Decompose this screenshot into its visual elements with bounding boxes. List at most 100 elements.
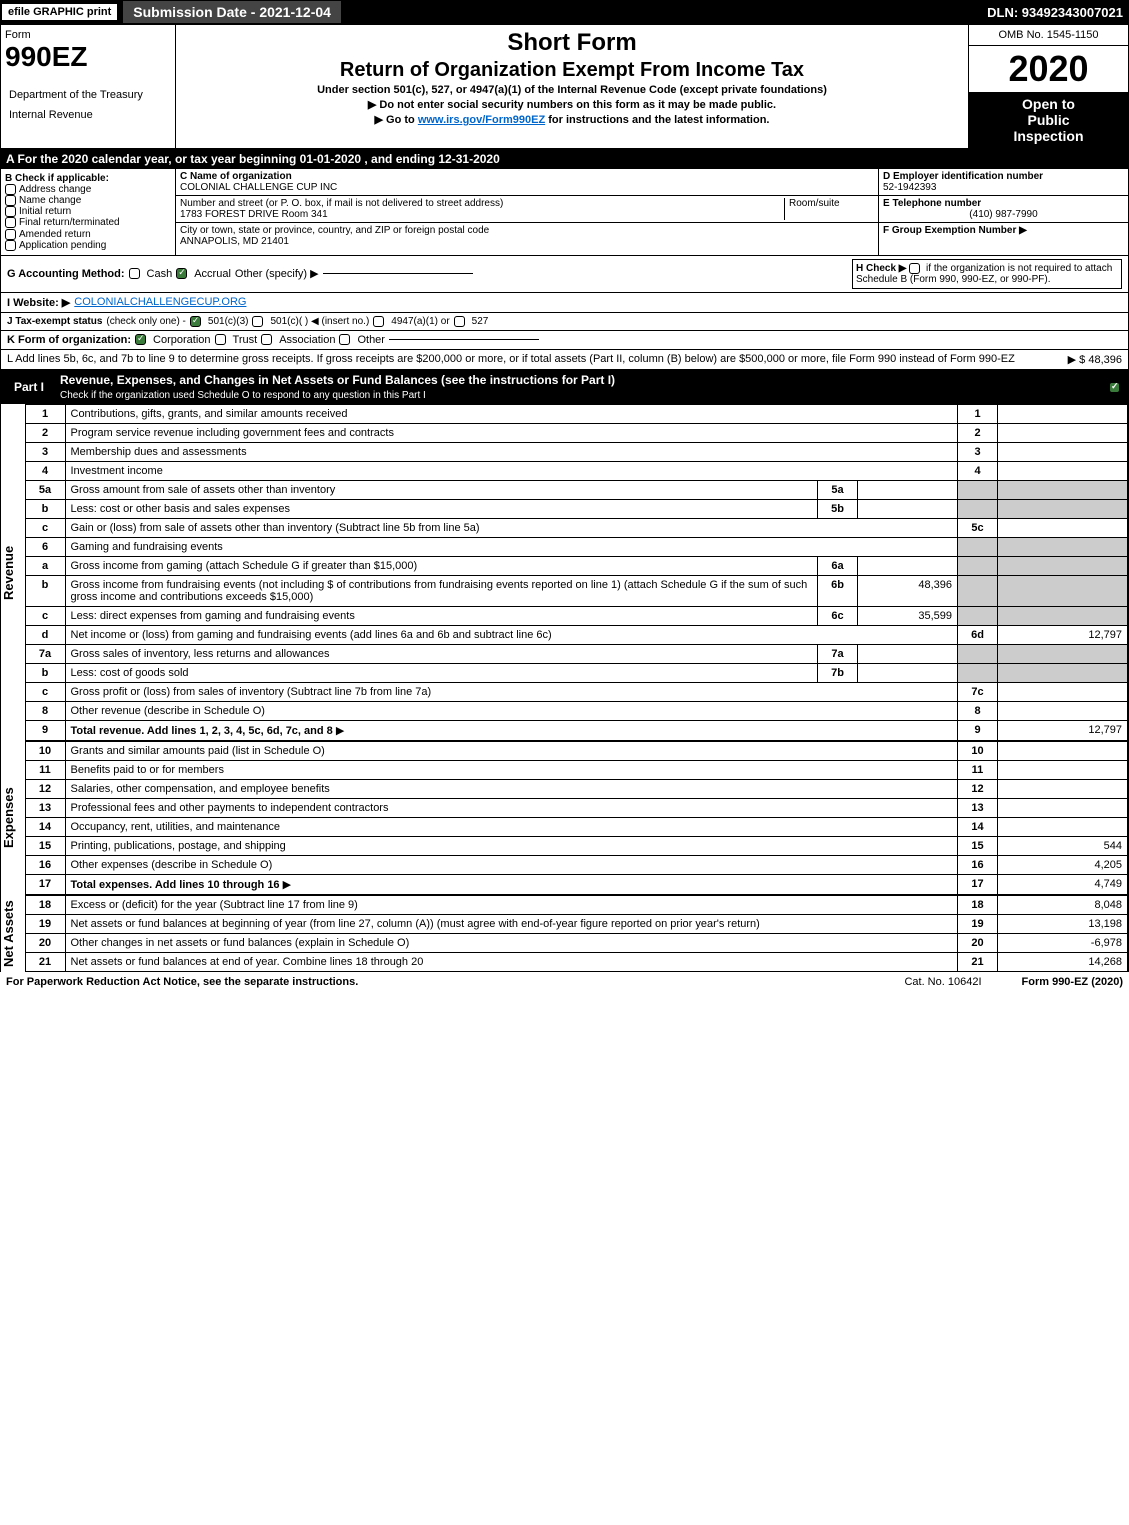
h-label: H Check ▶ <box>856 263 906 274</box>
header-center: Short Form Return of Organization Exempt… <box>176 25 968 148</box>
netassets-table: 18Excess or (deficit) for the year (Subt… <box>25 895 1129 972</box>
l14-rv <box>998 817 1128 836</box>
open-public-box: Open to Public Inspection <box>969 92 1128 148</box>
l19-desc: Net assets or fund balances at beginning… <box>71 918 760 930</box>
checkbox-pending[interactable] <box>5 240 16 251</box>
l2-rn: 2 <box>958 423 998 442</box>
checkbox-address[interactable] <box>5 184 16 195</box>
opt-name: Name change <box>19 195 81 206</box>
checkbox-schedule-o[interactable] <box>1109 382 1120 393</box>
checkbox-other-org[interactable] <box>339 334 350 345</box>
l10-num: 10 <box>25 741 65 760</box>
l9-rn: 9 <box>958 720 998 740</box>
line-6a: a Gross income from gaming (attach Schedu… <box>25 556 1128 575</box>
line-16: 16Other expenses (describe in Schedule O… <box>25 855 1128 874</box>
c-city-block: City or town, state or province, country… <box>176 223 878 249</box>
l17-desc: Total expenses. Add lines 10 through 16 <box>71 879 280 891</box>
cash-label: Cash <box>147 268 173 280</box>
l6b-sv: 48,396 <box>858 575 958 606</box>
l7c-desc: Gross profit or (loss) from sales of inv… <box>71 686 432 698</box>
l8-rn: 8 <box>958 701 998 720</box>
l6a-num: a <box>25 556 65 575</box>
line-20: 20Other changes in net assets or fund ba… <box>25 933 1128 952</box>
l6d-num: d <box>25 625 65 644</box>
goto-post: for instructions and the latest informat… <box>545 114 769 126</box>
form-number: 990EZ <box>5 41 171 73</box>
l6a-desc: Gross income from gaming (attach Schedul… <box>71 560 418 572</box>
line-6: 6Gaming and fundraising events <box>25 537 1128 556</box>
l-amount: ▶ $ 48,396 <box>1068 353 1122 366</box>
other-specify-line[interactable] <box>323 273 473 274</box>
c-label: C Name of organization <box>180 171 292 182</box>
checkbox-501c3[interactable] <box>190 316 201 327</box>
part1-title: Revenue, Expenses, and Changes in Net As… <box>60 373 615 401</box>
opt-amended: Amended return <box>19 229 91 240</box>
l12-rn: 12 <box>958 779 998 798</box>
revenue-table: 1Contributions, gifts, grants, and simil… <box>25 404 1129 741</box>
submission-date: Submission Date - 2021-12-04 <box>123 1 341 23</box>
l12-num: 12 <box>25 779 65 798</box>
dept-irs: Internal Revenue <box>5 105 171 125</box>
line-1: 1Contributions, gifts, grants, and simil… <box>25 404 1128 423</box>
phone-value: (410) 987-7990 <box>883 209 1124 220</box>
checkbox-initial[interactable] <box>5 206 16 217</box>
irs-link[interactable]: www.irs.gov/Form990EZ <box>418 114 545 126</box>
opt-501c: 501(c)( ) ◀ (insert no.) <box>270 316 369 327</box>
checkbox-final[interactable] <box>5 217 16 228</box>
l6a-shade1 <box>958 556 998 575</box>
l19-rv: 13,198 <box>998 914 1128 933</box>
l13-num: 13 <box>25 798 65 817</box>
l4-rn: 4 <box>958 461 998 480</box>
checkbox-cash[interactable] <box>129 268 140 279</box>
l7b-shade2 <box>998 663 1128 682</box>
l11-rn: 11 <box>958 760 998 779</box>
line-7a: 7aGross sales of inventory, less returns… <box>25 644 1128 663</box>
l12-desc: Salaries, other compensation, and employ… <box>71 783 330 795</box>
checkbox-corp[interactable] <box>135 334 146 345</box>
l7a-shade2 <box>998 644 1128 663</box>
l10-rv <box>998 741 1128 760</box>
l15-num: 15 <box>25 836 65 855</box>
l3-desc: Membership dues and assessments <box>71 446 247 458</box>
l6c-shade2 <box>998 606 1128 625</box>
checkbox-trust[interactable] <box>215 334 226 345</box>
checkbox-assoc[interactable] <box>261 334 272 345</box>
cat-number: Cat. No. 10642I <box>904 976 981 988</box>
website-link[interactable]: COLONIALCHALLENGECUP.ORG <box>74 296 246 308</box>
ein-value: 52-1942393 <box>883 182 936 193</box>
other-org-line[interactable] <box>389 339 539 340</box>
checkbox-527[interactable] <box>454 316 465 327</box>
l9-rv: 12,797 <box>998 720 1128 740</box>
l15-desc: Printing, publications, postage, and shi… <box>71 840 286 852</box>
expenses-section: Expenses 10Grants and similar amounts pa… <box>0 741 1129 895</box>
checkbox-amended[interactable] <box>5 229 16 240</box>
checkbox-accrual[interactable] <box>176 268 187 279</box>
l14-desc: Occupancy, rent, utilities, and maintena… <box>71 821 281 833</box>
l-row: L Add lines 5b, 6c, and 7b to line 9 to … <box>0 350 1129 370</box>
other-label: Other (specify) ▶ <box>235 267 319 280</box>
efile-print-label[interactable]: efile GRAPHIC print <box>0 2 119 22</box>
checkbox-501c[interactable] <box>252 316 263 327</box>
l8-desc: Other revenue (describe in Schedule O) <box>71 705 265 717</box>
section-b: B Check if applicable: Address change Na… <box>1 169 176 255</box>
public: Public <box>973 112 1124 128</box>
l5b-desc: Less: cost or other basis and sales expe… <box>71 503 291 515</box>
line-6c: cLess: direct expenses from gaming and f… <box>25 606 1128 625</box>
dln-label: DLN: 93492343007021 <box>987 5 1123 20</box>
opt-corp: Corporation <box>153 334 210 346</box>
l1-rv <box>998 404 1128 423</box>
l15-rn: 15 <box>958 836 998 855</box>
opt-pending: Application pending <box>19 240 106 251</box>
line-14: 14Occupancy, rent, utilities, and mainte… <box>25 817 1128 836</box>
l2-num: 2 <box>25 423 65 442</box>
addr-value: 1783 FOREST DRIVE Room 341 <box>180 209 328 220</box>
opt-address: Address change <box>19 184 91 195</box>
part1-check <box>1109 380 1123 394</box>
l3-rn: 3 <box>958 442 998 461</box>
opt-4947: 4947(a)(1) or <box>391 316 449 327</box>
l5a-shade2 <box>998 480 1128 499</box>
checkbox-4947[interactable] <box>373 316 384 327</box>
checkbox-name[interactable] <box>5 195 16 206</box>
checkbox-h[interactable] <box>909 263 920 274</box>
line-17: 17Total expenses. Add lines 10 through 1… <box>25 874 1128 894</box>
